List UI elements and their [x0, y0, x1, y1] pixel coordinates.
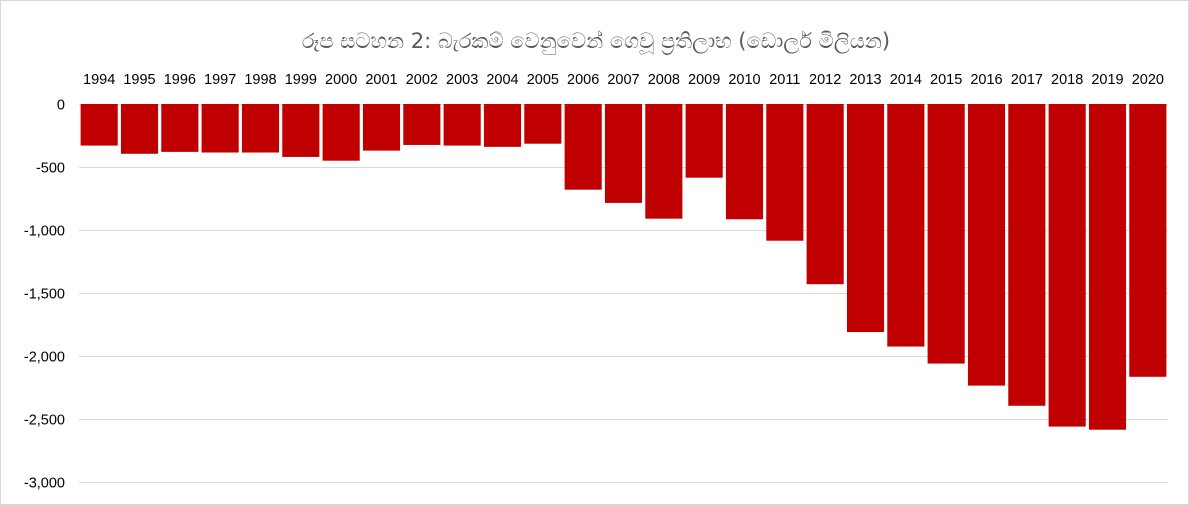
y-tick-label: -1,000 — [24, 224, 65, 240]
bar-2016 — [967, 104, 1006, 386]
x-tick-label: 2020 — [1132, 72, 1164, 88]
bar-2001 — [362, 104, 401, 151]
x-tick-label: 2003 — [446, 72, 478, 88]
bar-2006 — [564, 104, 602, 190]
x-tick-label: 2013 — [849, 72, 881, 88]
x-tick-label: 2006 — [567, 72, 599, 88]
bars — [80, 104, 1167, 430]
bar-2017 — [1008, 104, 1046, 406]
y-tick-label: -2,500 — [24, 413, 65, 429]
bar-2015 — [927, 104, 965, 364]
x-tick-label: 2008 — [648, 72, 680, 88]
x-tick-label: 2001 — [365, 72, 397, 88]
bar-2018 — [1048, 104, 1086, 427]
x-tick-label: 2002 — [406, 72, 438, 88]
bar-1995 — [120, 104, 159, 154]
x-tick-label: 2004 — [486, 72, 518, 88]
bar-1996 — [161, 104, 199, 152]
x-tick-label: 2009 — [688, 72, 720, 88]
y-tick-label: -500 — [36, 161, 65, 177]
bar-2003 — [443, 104, 481, 146]
y-axis: 0 -500 -1,000 -1,500 -2,000 -2,500 -3,000 — [24, 98, 65, 492]
x-tick-label: 2007 — [607, 72, 639, 88]
bar-1997 — [201, 104, 239, 153]
bar-2020 — [1129, 104, 1167, 377]
bar-2007 — [604, 104, 643, 203]
x-axis: 1994 1995 1996 1997 1998 1999 2000 2001 2002 2003… — [83, 72, 1164, 88]
bar-2002 — [403, 104, 441, 145]
x-tick-label: 2015 — [930, 72, 962, 88]
x-tick-label: 2012 — [809, 72, 841, 88]
x-tick-label: 1995 — [123, 72, 155, 88]
bar-2008 — [645, 104, 683, 219]
bar-2013 — [846, 104, 885, 333]
x-tick-label: 1998 — [244, 72, 276, 88]
y-tick-label: -2,000 — [24, 350, 65, 366]
x-tick-label: 1997 — [204, 72, 236, 88]
y-tick-label: -3,000 — [24, 476, 65, 492]
y-tick-label: -1,500 — [24, 287, 65, 303]
x-tick-label: 2011 — [769, 72, 800, 88]
bar-2005 — [524, 104, 562, 144]
bar-1998 — [241, 104, 280, 153]
bar-2014 — [887, 104, 925, 347]
bar-1999 — [282, 104, 320, 157]
x-tick-label: 2018 — [1051, 72, 1083, 88]
x-tick-label: 2000 — [325, 72, 357, 88]
bar-2000 — [322, 104, 360, 161]
bar-2012 — [806, 104, 844, 285]
x-tick-label: 2010 — [728, 72, 760, 88]
x-tick-label: 2017 — [1011, 72, 1043, 88]
x-tick-label: 2016 — [970, 72, 1002, 88]
x-tick-label: 2005 — [527, 72, 559, 88]
bar-2010 — [725, 104, 764, 220]
x-tick-label: 1994 — [83, 72, 115, 88]
y-tick-label: 0 — [57, 98, 65, 114]
bar-2004 — [483, 104, 522, 147]
x-tick-label: 1996 — [164, 72, 196, 88]
chart-title: රූප සටහන 2: බැරකම් වෙනුවෙන් ගෙවූ ප්‍රතිල… — [302, 29, 890, 55]
x-tick-label: 2019 — [1091, 72, 1123, 88]
x-tick-label: 2014 — [890, 72, 922, 88]
bar-2009 — [685, 104, 723, 178]
gridlines — [79, 104, 1168, 483]
bar-1994 — [80, 104, 118, 146]
bar-2011 — [766, 104, 804, 241]
bar-2019 — [1088, 104, 1127, 430]
x-tick-label: 1999 — [285, 72, 317, 88]
